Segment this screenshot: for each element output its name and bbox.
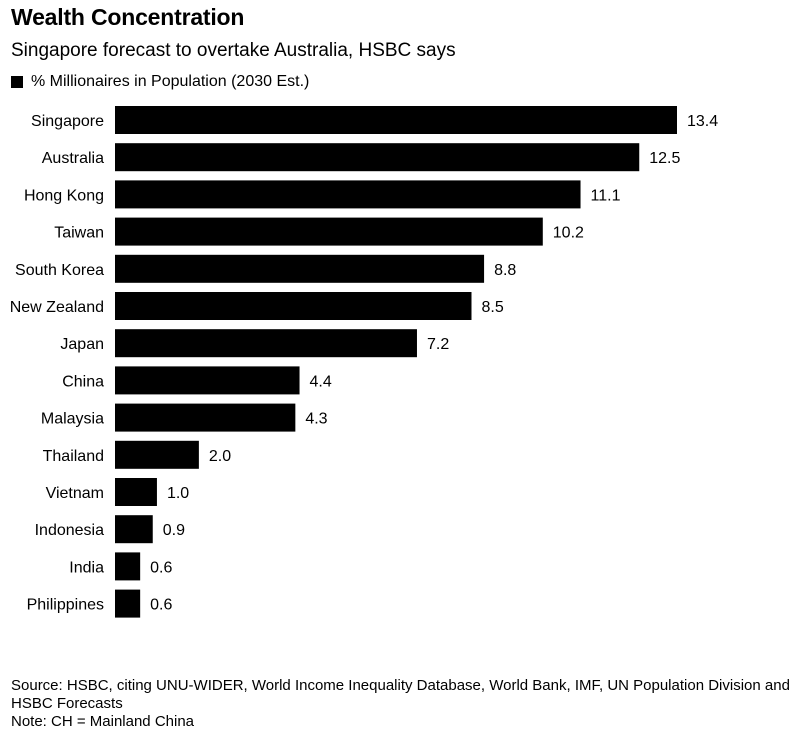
chart-legend: % Millionaires in Population (2030 Est.) [11,73,309,91]
value-label-indonesia: 0.9 [163,522,185,539]
category-label-indonesia: Indonesia [35,522,104,539]
category-label-philippines: Philippines [27,597,104,614]
legend-swatch [11,76,23,88]
category-label-japan: Japan [60,336,104,353]
bar-singapore [115,106,677,134]
value-label-australia: 12.5 [649,150,680,167]
bar-china [115,366,300,395]
value-label-philippines: 0.6 [150,597,172,614]
category-label-taiwan: Taiwan [54,225,104,242]
bar-australia [115,143,640,172]
category-label-australia: Australia [42,150,104,167]
category-label-hong-kong: Hong Kong [24,187,104,204]
value-label-malaysia: 4.3 [305,411,327,428]
chart-title: Wealth Concentration [11,4,245,30]
bar-south-korea [115,254,485,283]
category-label-thailand: Thailand [43,448,104,465]
bar-thailand [115,440,199,469]
chart-subtitle: Singapore forecast to overtake Australia… [11,40,456,61]
bar-hong-kong [115,180,581,209]
bar-malaysia [115,403,296,432]
category-label-vietnam: Vietnam [46,485,104,502]
footnote: Note: CH = Mainland China [11,713,195,730]
value-label-taiwan: 10.2 [553,225,584,242]
bar-philippines [115,589,141,618]
bar-japan [115,329,417,358]
legend-label: % Millionaires in Population (2030 Est.) [31,73,310,90]
category-label-south-korea: South Korea [15,262,104,279]
bar-new-zealand [115,292,472,320]
category-label-singapore: Singapore [31,113,104,130]
value-label-vietnam: 1.0 [167,485,189,502]
bar-india [115,552,141,581]
source-note: Source: HSBC, citing UNU-WIDER, World In… [11,677,790,712]
value-label-japan: 7.2 [427,336,449,353]
value-label-china: 4.4 [310,373,332,390]
category-label-new-zealand: New Zealand [10,299,104,316]
bar-vietnam [115,478,157,506]
value-label-new-zealand: 8.5 [481,299,503,316]
category-label-india: India [69,559,104,576]
value-label-hong-kong: 11.1 [591,187,621,204]
category-label-china: China [62,373,104,390]
bar-chart: Singapore 13.4 Australia 12.5 Hong Kong 11.1 T… [10,106,718,618]
category-label-malaysia: Malaysia [41,411,104,428]
value-label-south-korea: 8.8 [494,262,516,279]
bar-indonesia [115,515,153,544]
value-label-thailand: 2.0 [209,448,231,465]
value-label-singapore: 13.4 [687,113,718,130]
value-label-india: 0.6 [150,559,172,576]
bar-taiwan [115,217,543,246]
